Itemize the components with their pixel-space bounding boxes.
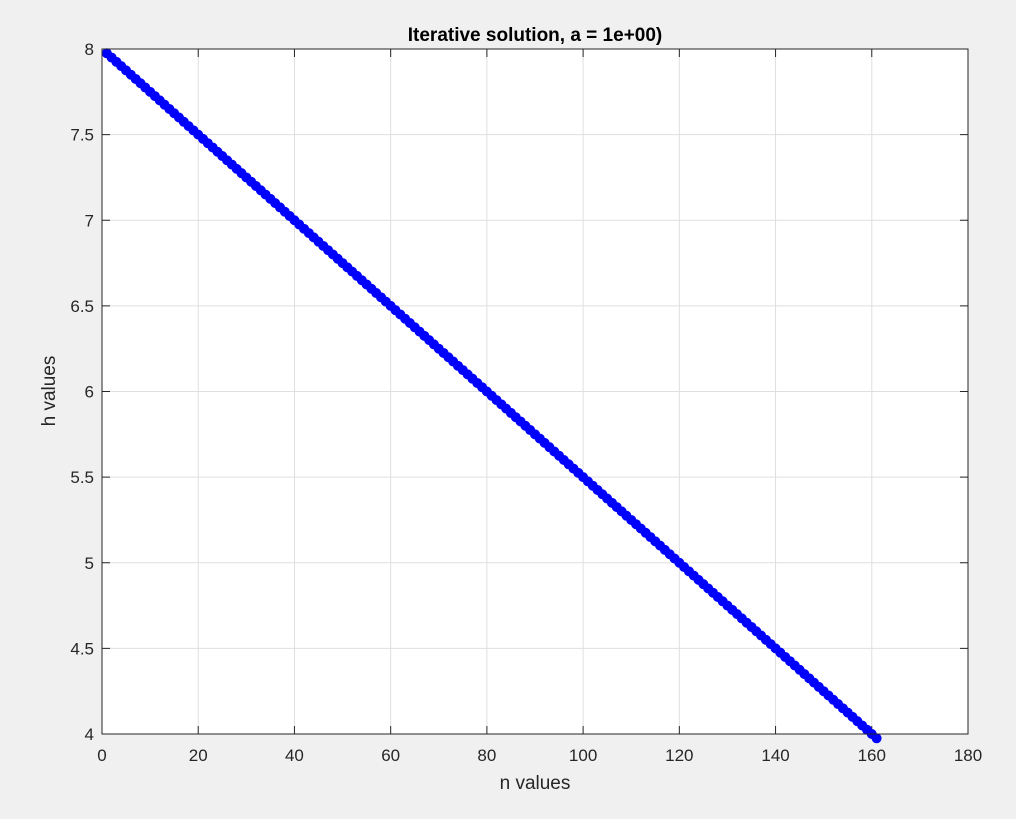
y-tick-label: 7 (85, 211, 94, 230)
data-points (101, 48, 882, 744)
x-tick-label: 20 (189, 746, 208, 765)
y-tick-label: 4 (85, 725, 94, 744)
x-tick-labels: 0 20 40 60 80 100 120 140 160 180 (97, 746, 982, 765)
x-axis-label: n values (500, 773, 571, 794)
x-tick-label: 0 (97, 746, 106, 765)
y-tick-label: 7.5 (70, 126, 94, 145)
data-point (871, 733, 882, 744)
x-tick-label: 100 (569, 746, 597, 765)
y-tick-labels: 4 4.5 5 5.5 6 6.5 7 7.5 8 (70, 40, 94, 744)
y-tick-label: 8 (85, 40, 94, 59)
plot-frame (101, 48, 969, 735)
y-tick-label: 6 (85, 383, 94, 402)
chart-title: Iterative solution, a = 1e+00) (408, 25, 663, 46)
x-tick-label: 60 (381, 746, 400, 765)
y-axis-label: h values (39, 356, 60, 427)
y-tick-label: 5 (85, 554, 94, 573)
y-tick-label: 6.5 (70, 297, 94, 316)
x-tick-label: 80 (477, 746, 496, 765)
y-tick-label: 4.5 (70, 639, 94, 658)
x-tick-label: 120 (665, 746, 693, 765)
x-tick-label: 40 (285, 746, 304, 765)
y-tick-label: 5.5 (70, 468, 94, 487)
x-tick-label: 160 (858, 746, 886, 765)
grid-layer (102, 49, 968, 734)
x-tick-label: 140 (761, 746, 789, 765)
x-tick-label: 180 (954, 746, 982, 765)
